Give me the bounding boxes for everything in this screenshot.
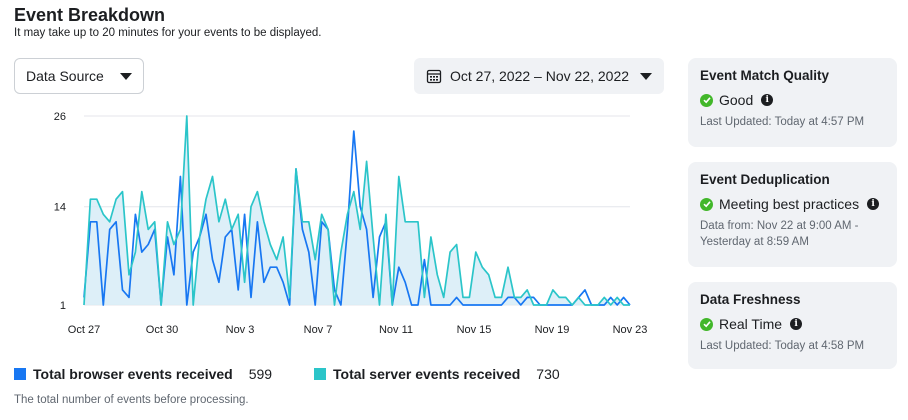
y-tick-label: 14	[54, 202, 66, 214]
legend-browser: Total browser events received 599	[14, 366, 272, 382]
x-tick-label: Oct 27	[68, 324, 100, 336]
legend-browser-label: Total browser events received	[33, 366, 233, 382]
card-status-label: Real Time	[719, 316, 783, 332]
chevron-down-icon	[120, 72, 132, 80]
legend-server-total: 730	[536, 366, 560, 382]
legend-server: Total server events received 730	[314, 366, 560, 382]
card-title: Event Deduplication	[700, 172, 830, 187]
card-status-label: Meeting best practices	[719, 196, 860, 212]
info-icon[interactable]: i	[867, 198, 880, 210]
legend-browser-total: 599	[248, 366, 273, 382]
browser-series-line	[83, 130, 631, 306]
chevron-down-icon	[640, 72, 652, 80]
x-tick-label: Nov 3	[226, 324, 255, 336]
card-meta: Data from: Nov 22 at 9:00 AM - Yesterday…	[700, 220, 859, 248]
card-status-label: Good	[719, 92, 754, 108]
deduplication-card: Event Deduplication Meeting best practic…	[688, 162, 897, 267]
calendar-icon	[426, 69, 442, 84]
page-title: Event Breakdown	[14, 5, 166, 25]
x-tick-label: Nov 19	[535, 324, 570, 336]
check-icon	[700, 197, 713, 211]
data-source-label: Data Source	[26, 68, 104, 84]
card-title: Event Match Quality	[700, 68, 830, 83]
data-source-dropdown[interactable]: Data Source	[14, 58, 144, 94]
check-icon	[700, 93, 713, 107]
check-icon	[700, 317, 713, 331]
info-icon[interactable]: i	[790, 318, 803, 330]
y-tick-label: 1	[60, 300, 66, 312]
x-tick-label: Nov 7	[304, 324, 333, 336]
card-meta: Last Updated: Today at 4:58 PM	[700, 340, 865, 352]
info-icon[interactable]: i	[761, 94, 774, 106]
legend-server-label: Total server events received	[333, 366, 521, 382]
chart-footnote: The total number of events before proces…	[14, 394, 249, 406]
server-series-line	[83, 115, 630, 306]
legend-browser-swatch	[14, 368, 26, 380]
x-tick-label: Nov 11	[379, 324, 413, 336]
page-subtitle: It may take up to 20 minutes for your ev…	[14, 27, 322, 39]
y-tick-label: 26	[54, 111, 66, 123]
card-meta: Last Updated: Today at 4:57 PM	[700, 116, 865, 128]
x-tick-label: Nov 15	[457, 324, 492, 336]
data-freshness-card: Data Freshness Real Time i Last Updated:…	[688, 282, 897, 369]
card-status: Good i	[700, 92, 885, 108]
legend-server-swatch	[314, 368, 326, 380]
card-status: Real Time i	[700, 316, 885, 332]
match-quality-card: Event Match Quality Good i Last Updated:…	[688, 58, 897, 147]
date-range-label: Oct 27, 2022 – Nov 22, 2022	[450, 68, 630, 84]
x-tick-label: Oct 30	[146, 324, 178, 336]
x-tick-label: Nov 23	[613, 324, 648, 336]
card-title: Data Freshness	[700, 292, 801, 307]
date-range-picker[interactable]: Oct 27, 2022 – Nov 22, 2022	[414, 58, 664, 94]
card-status: Meeting best practices i	[700, 196, 885, 212]
